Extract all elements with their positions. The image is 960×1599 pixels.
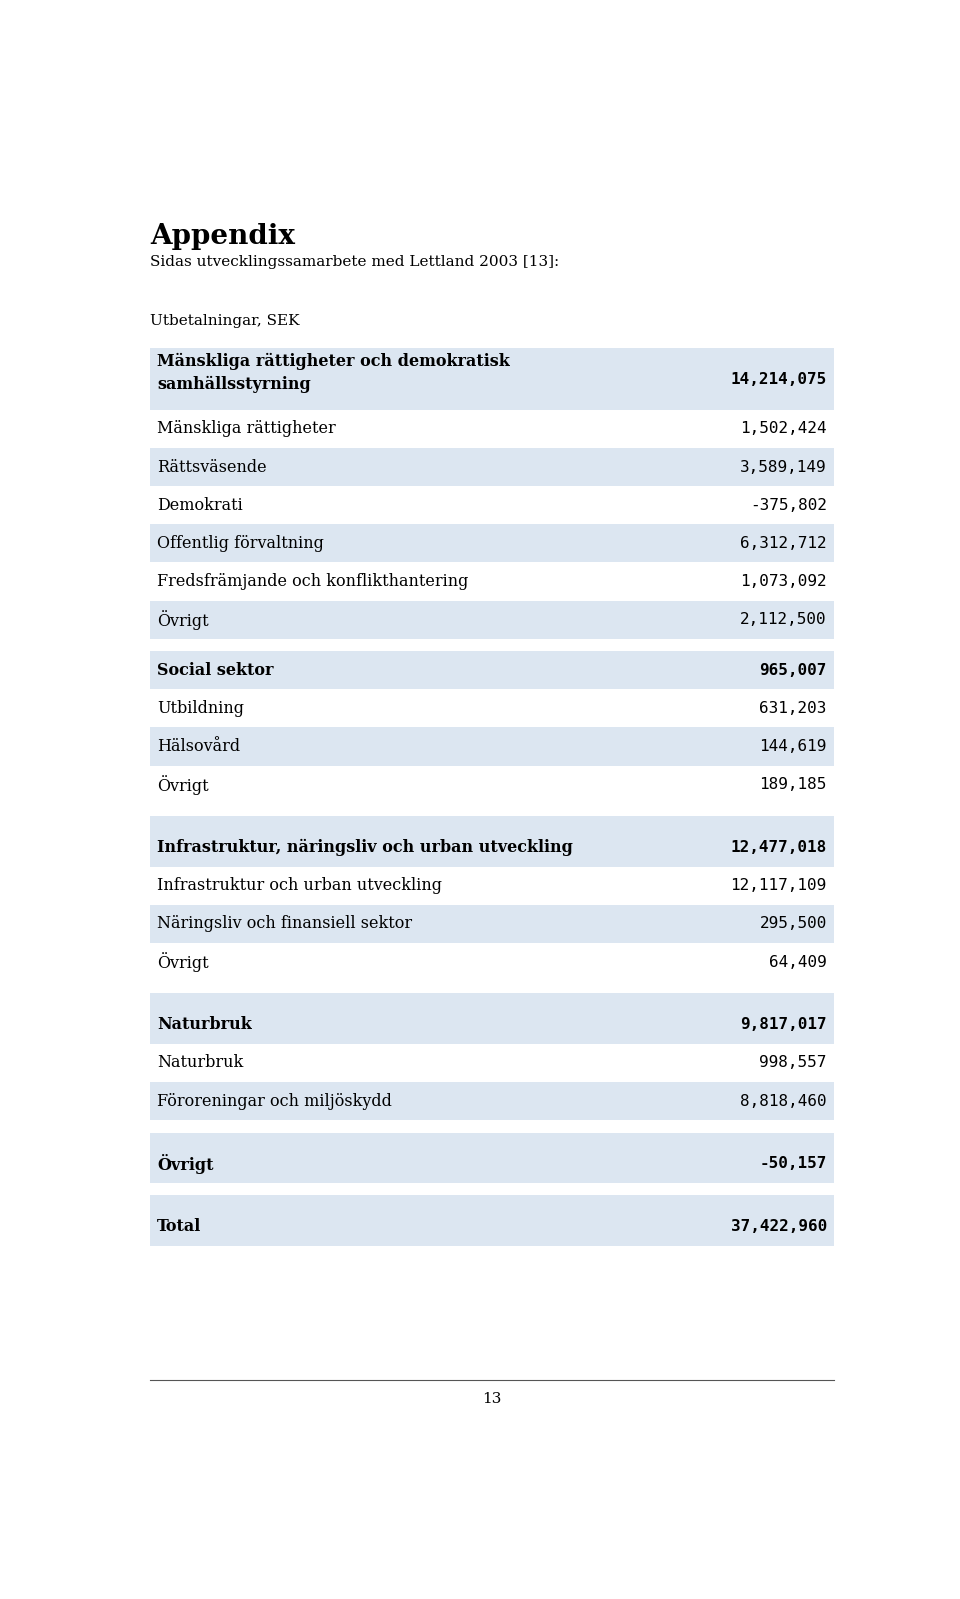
Text: 64,409: 64,409	[769, 955, 827, 969]
Bar	[150, 563, 834, 601]
Text: 13: 13	[482, 1393, 502, 1407]
Text: Infrastruktur och urban utveckling: Infrastruktur och urban utveckling	[157, 878, 443, 894]
Bar	[150, 640, 834, 651]
Text: 965,007: 965,007	[759, 662, 827, 678]
Bar	[150, 409, 834, 448]
Bar	[150, 766, 834, 804]
Text: Övrigt: Övrigt	[157, 951, 209, 972]
Text: 998,557: 998,557	[759, 1055, 827, 1070]
Text: 189,185: 189,185	[759, 777, 827, 792]
Bar	[150, 689, 834, 728]
Bar	[150, 982, 834, 993]
Text: Rättsväsende: Rättsväsende	[157, 459, 267, 475]
Bar	[150, 651, 834, 689]
Bar	[150, 728, 834, 766]
Text: Utbetalningar, SEK: Utbetalningar, SEK	[150, 313, 300, 328]
Bar	[150, 828, 834, 867]
Bar	[150, 448, 834, 486]
Bar	[150, 349, 834, 409]
Bar	[150, 1183, 834, 1196]
Text: Offentlig förvaltning: Offentlig förvaltning	[157, 536, 324, 552]
Text: Fredsfrämjande och konflikthantering: Fredsfrämjande och konflikthantering	[157, 572, 468, 590]
Text: Appendix: Appendix	[150, 222, 295, 249]
Bar	[150, 867, 834, 905]
Bar	[150, 524, 834, 563]
Text: Utbildning: Utbildning	[157, 700, 244, 716]
Bar	[150, 1196, 834, 1207]
Text: Naturbruk: Naturbruk	[157, 1017, 252, 1033]
Bar	[150, 1207, 834, 1246]
Text: 631,203: 631,203	[759, 700, 827, 716]
Bar	[150, 486, 834, 524]
Text: 12,117,109: 12,117,109	[731, 878, 827, 894]
Bar	[150, 993, 834, 1006]
Bar	[150, 943, 834, 982]
Text: Övrigt: Övrigt	[157, 609, 209, 630]
Bar	[150, 601, 834, 640]
Text: Mänskliga rättigheter: Mänskliga rättigheter	[157, 421, 336, 438]
Text: -375,802: -375,802	[750, 497, 827, 513]
Text: 9,817,017: 9,817,017	[740, 1017, 827, 1033]
Text: 3,589,149: 3,589,149	[740, 459, 827, 475]
Text: Demokrati: Demokrati	[157, 497, 243, 513]
Text: 1,073,092: 1,073,092	[740, 574, 827, 588]
Bar	[150, 1083, 834, 1121]
Text: 6,312,712: 6,312,712	[740, 536, 827, 552]
Text: Naturbruk: Naturbruk	[157, 1054, 244, 1071]
Text: Övrigt: Övrigt	[157, 1154, 214, 1174]
Text: 14,214,075: 14,214,075	[731, 371, 827, 387]
Text: 8,818,460: 8,818,460	[740, 1094, 827, 1108]
Text: Mänskliga rättigheter och demokratisk
samhällsstyrning: Mänskliga rättigheter och demokratisk sa…	[157, 353, 510, 393]
Text: Föroreningar och miljöskydd: Föroreningar och miljöskydd	[157, 1092, 392, 1110]
Bar	[150, 1121, 834, 1132]
Bar	[150, 1132, 834, 1145]
Text: 1,502,424: 1,502,424	[740, 422, 827, 437]
Bar	[150, 1006, 834, 1044]
Text: 2,112,500: 2,112,500	[740, 612, 827, 627]
Text: Total: Total	[157, 1218, 202, 1236]
Text: Infrastruktur, näringsliv och urban utveckling: Infrastruktur, näringsliv och urban utve…	[157, 839, 573, 855]
Text: Sidas utvecklingssamarbete med Lettland 2003 [13]:: Sidas utvecklingssamarbete med Lettland …	[150, 254, 559, 269]
Text: Näringsliv och finansiell sektor: Näringsliv och finansiell sektor	[157, 915, 413, 932]
Bar	[150, 1044, 834, 1083]
Bar	[150, 905, 834, 943]
Text: 144,619: 144,619	[759, 739, 827, 755]
Text: 295,500: 295,500	[759, 916, 827, 931]
Text: Social sektor: Social sektor	[157, 662, 274, 678]
Bar	[150, 1145, 834, 1183]
Text: 37,422,960: 37,422,960	[731, 1218, 827, 1234]
Text: Hälsovård: Hälsovård	[157, 739, 240, 755]
Bar	[150, 815, 834, 828]
Text: -50,157: -50,157	[759, 1156, 827, 1172]
Text: 12,477,018: 12,477,018	[731, 839, 827, 855]
Text: Övrigt: Övrigt	[157, 776, 209, 795]
Bar	[150, 804, 834, 815]
